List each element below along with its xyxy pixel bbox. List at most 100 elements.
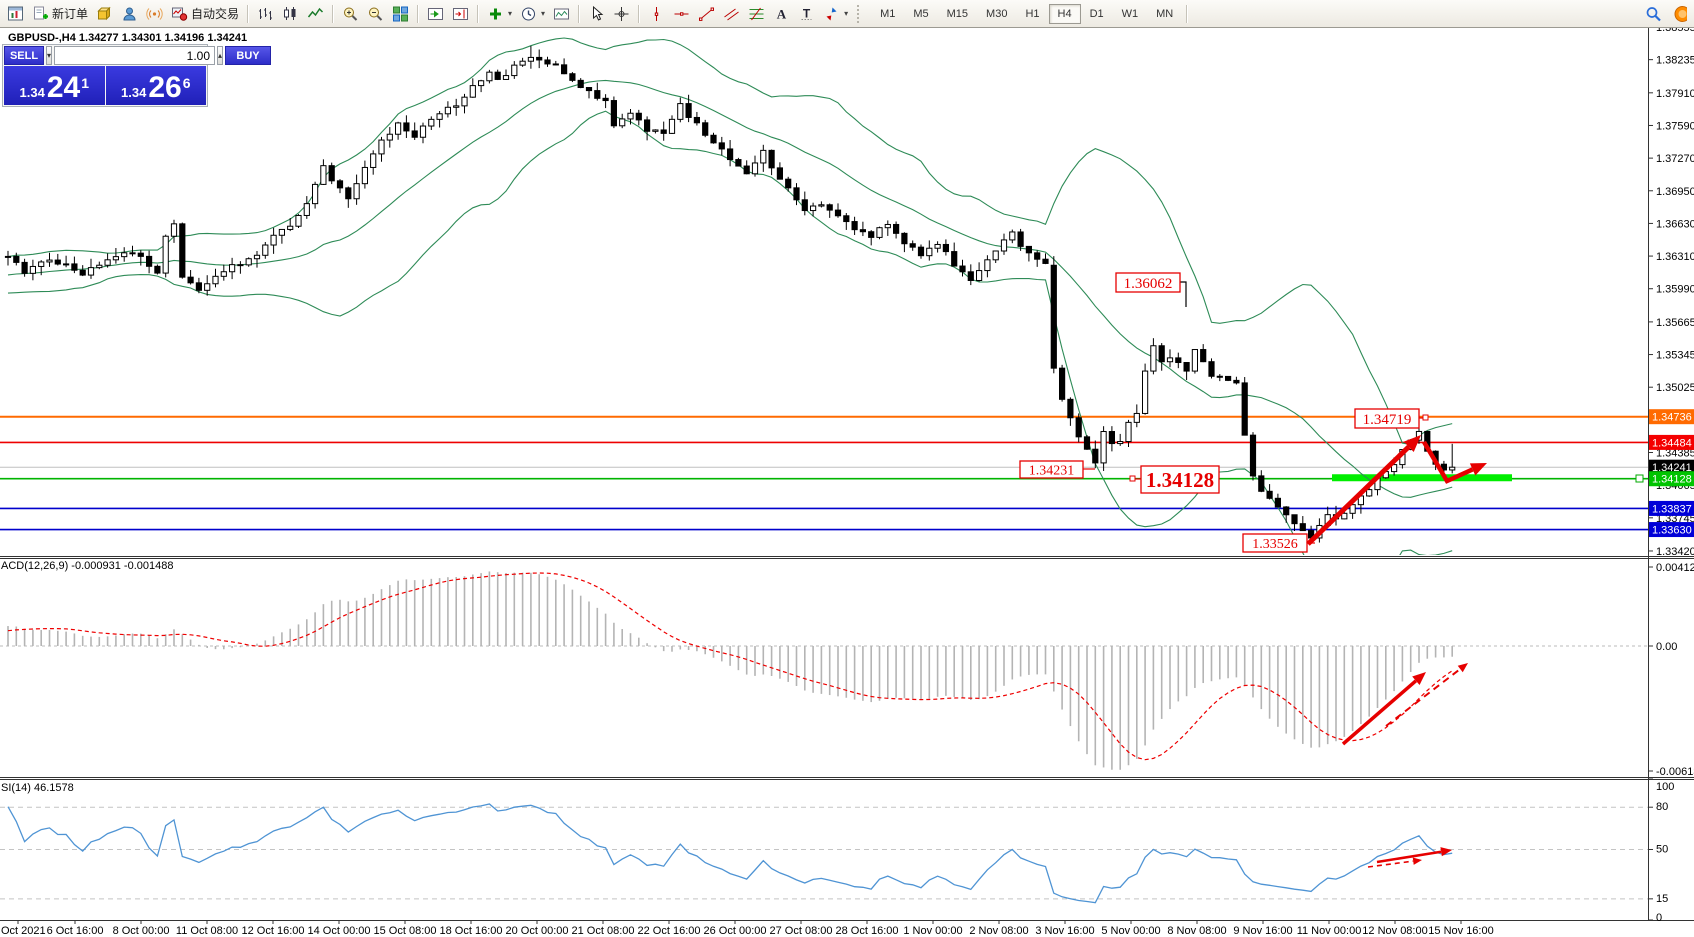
chevron-down-icon: ▾ [508, 9, 513, 18]
price-badge [1649, 500, 1694, 516]
timeframe-button-m15[interactable]: M15 [946, 7, 969, 20]
macd-panel [0, 571, 1648, 770]
sell-button[interactable]: SELL [4, 46, 44, 65]
timeframe-button-m5[interactable]: M5 [913, 7, 929, 20]
crosshair-icon[interactable] [609, 2, 634, 26]
annotation-label-box[interactable] [1242, 533, 1308, 553]
periods-icon[interactable]: ▾ [516, 2, 549, 26]
zoom-out-icon[interactable] [363, 2, 388, 26]
horizontal-line-icon[interactable] [669, 2, 694, 26]
fibonacci-icon [749, 7, 764, 20]
candlestick [1391, 464, 1398, 473]
toolbar-separator [638, 4, 641, 23]
trend-arrow-head [1412, 672, 1426, 686]
signals-icon[interactable] [142, 2, 167, 26]
candlestick [428, 118, 435, 127]
candlestick [1191, 349, 1199, 372]
annotation-label-box[interactable] [1354, 408, 1420, 429]
candlestick [992, 250, 999, 261]
text-icon[interactable]: A [769, 2, 794, 26]
candlestick [793, 187, 800, 201]
hline-selection-handle[interactable] [1635, 474, 1644, 483]
candlestick [444, 106, 451, 115]
trend-arrow[interactable] [1422, 440, 1474, 484]
timeframe-button-m1[interactable]: M1 [880, 7, 896, 20]
timeframe-button-w1[interactable]: W1 [1121, 7, 1139, 20]
candlestick [785, 178, 792, 189]
annotation-label-box[interactable] [1115, 272, 1181, 293]
candlestick [843, 215, 850, 223]
annotation-label-box[interactable] [1140, 465, 1220, 494]
date-label: 8 Nov 08:00 [1167, 925, 1226, 937]
text-label-icon[interactable]: T [794, 2, 819, 26]
lot-dropdown-button[interactable]: ▾ [46, 46, 53, 65]
lot-size-input[interactable] [54, 46, 216, 65]
candlestick [585, 87, 593, 92]
trend-arrow[interactable] [1376, 850, 1442, 864]
timeframe-button-mn[interactable]: MN [1156, 7, 1174, 20]
templates-icon[interactable] [549, 2, 574, 26]
search-icon[interactable] [1641, 2, 1666, 26]
indicators-add-icon[interactable]: ▾ [483, 2, 516, 26]
trendline-icon[interactable] [694, 2, 719, 26]
toolbar-separator [477, 4, 480, 23]
signals-icon [146, 7, 163, 20]
crosshair-icon [614, 6, 629, 21]
zoom-in-icon[interactable] [338, 2, 363, 26]
market-watch-icon[interactable] [92, 2, 117, 26]
new-order-button[interactable]: 新订单 [28, 2, 92, 26]
timeframe-button-m30[interactable]: M30 [986, 7, 1008, 20]
date-label: 9 Nov 16:00 [1233, 925, 1292, 937]
auto-scroll-icon[interactable] [423, 2, 448, 26]
candlestick [602, 97, 609, 102]
notification-icon[interactable] [1666, 2, 1691, 26]
fibonacci-icon[interactable] [744, 2, 769, 26]
auto-trading-button[interactable]: 自动交易 [167, 2, 243, 26]
bar-chart-icon[interactable] [253, 2, 278, 26]
date-label: 18 Oct 16:00 [440, 925, 503, 937]
annotation-label-box[interactable] [1019, 460, 1084, 479]
candlestick-chart-icon[interactable] [278, 2, 303, 26]
lot-increase-button[interactable]: ▴ [217, 46, 224, 65]
rsi-axis-label: 50 [1656, 844, 1668, 856]
line-chart-icon[interactable] [303, 2, 328, 26]
annotation-label-text: 1.34128 [1146, 468, 1214, 492]
chart-window-icon[interactable] [3, 2, 28, 26]
trend-arrow[interactable] [1367, 860, 1414, 868]
price-tick-label: 1.33420 [1656, 546, 1694, 558]
candlestick [644, 119, 651, 132]
trend-arrow[interactable] [1306, 445, 1411, 546]
rsi-axis-label: 15 [1656, 893, 1668, 905]
chart-shift-icon[interactable] [448, 2, 473, 26]
timeframe-button-d1[interactable]: D1 [1089, 7, 1104, 20]
vertical-line-icon[interactable] [644, 2, 669, 26]
new-order-button-label: 新订单 [52, 7, 89, 21]
cursor-icon[interactable] [584, 2, 609, 26]
candlestick [917, 246, 925, 257]
timeframe-button-h1[interactable]: H1 [1025, 7, 1040, 20]
candlestick [1133, 412, 1140, 423]
trend-arrow[interactable] [1385, 668, 1461, 727]
trend-arrow[interactable] [1341, 679, 1418, 746]
timeframe-button-h4[interactable]: H4 [1048, 3, 1081, 24]
community-icon[interactable] [117, 2, 142, 26]
candlestick [627, 112, 634, 120]
candlestick [1241, 382, 1248, 436]
arrow-tools-icon[interactable]: ▾ [819, 2, 852, 26]
candlestick [810, 205, 817, 212]
candlestick [21, 261, 28, 274]
candlestick [702, 122, 709, 136]
candlestick [635, 112, 642, 121]
buy-price-panel[interactable]: 1.34 26 6 [105, 66, 206, 105]
rsi-axis-label: 80 [1656, 801, 1668, 813]
candlestick-series [4, 45, 1456, 543]
candlestick [96, 264, 103, 269]
tile-windows-icon[interactable] [388, 2, 413, 26]
search-icon [1646, 6, 1661, 21]
buy-button[interactable]: BUY [225, 46, 272, 65]
candlestick [170, 223, 178, 237]
notification-icon [1674, 5, 1687, 22]
equidistant-channel-icon[interactable] [719, 2, 744, 26]
price-tick-label: 1.36950 [1656, 186, 1694, 198]
sell-price-panel[interactable]: 1.34 24 1 [4, 66, 105, 105]
